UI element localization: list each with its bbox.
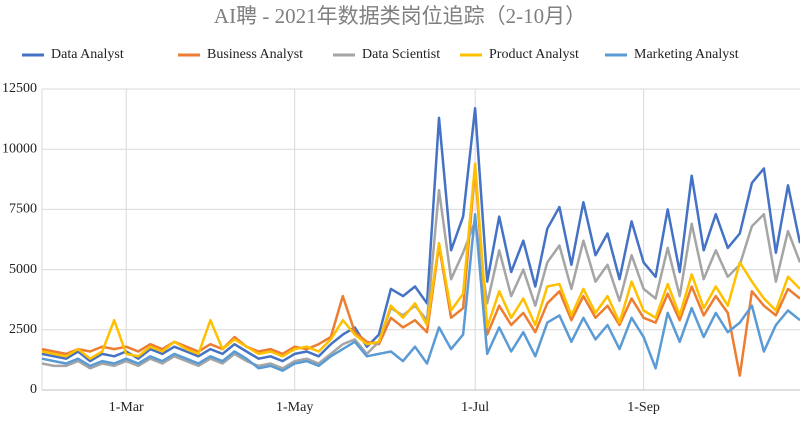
data-line [41, 107, 800, 363]
legend-label: Marketing Analyst [634, 47, 739, 62]
legend-label: Product Analyst [489, 47, 579, 62]
x-tick-label: 1-Sep [627, 400, 660, 415]
data-line [41, 162, 800, 360]
data-line [41, 167, 800, 377]
y-tick-label: 2500 [9, 322, 37, 337]
x-tick-label: 1-May [276, 400, 313, 415]
x-tick-label: 1-Jul [461, 400, 489, 415]
data-line [41, 212, 800, 372]
x-tick-label: 1-Mar [109, 400, 144, 415]
legend-label: Business Analyst [207, 47, 303, 62]
y-tick-label: 10000 [2, 141, 37, 156]
y-tick-label: 12500 [2, 81, 37, 96]
y-tick-label: 7500 [9, 202, 37, 217]
legend-label: Data Scientist [362, 47, 440, 62]
y-tick-label: 5000 [9, 262, 37, 277]
chart-title: AI聘 - 2021年数据类岗位追踪（2-10月） [214, 4, 586, 28]
legend-label: Data Analyst [51, 47, 124, 62]
y-tick-label: 0 [30, 382, 37, 397]
